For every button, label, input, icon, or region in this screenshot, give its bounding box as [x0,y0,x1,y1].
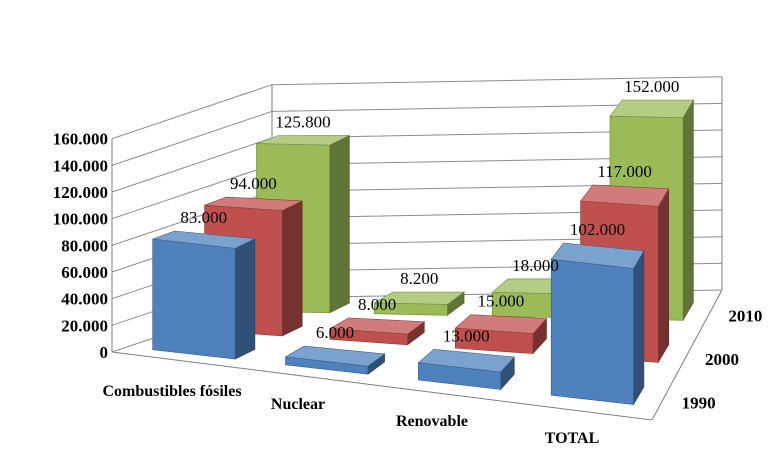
bar-side [682,98,694,322]
bar-top [454,314,548,334]
data-label: 8.000 [358,295,396,314]
bar-side [657,187,670,364]
y-tick-label: 80.000 [61,236,108,255]
data-label: 6.000 [316,323,354,342]
y-tick-label: 140.000 [53,156,108,175]
bar-top [373,291,466,305]
data-label: 94.000 [230,174,277,193]
y-tick-label: 0 [100,343,109,362]
series-depth-label: 2000 [705,350,739,369]
bar-side [633,249,645,406]
data-label: 15.000 [478,292,525,311]
bar-side [234,238,256,360]
data-label: 152.000 [624,77,679,96]
y-tick-label: 120.000 [53,183,108,202]
bar [152,238,236,360]
bar-side [281,200,303,337]
bar-top [284,345,386,367]
data-label: 117.000 [597,162,652,181]
data-label: 8.200 [400,269,438,288]
y-tick-label: 100.000 [53,210,108,229]
bar-top [328,317,426,335]
bar-top [417,348,515,373]
category-label: Combustibles fósiles [102,383,241,400]
data-label: 102.000 [570,220,625,239]
bar-top [204,196,303,211]
floor-edge [111,289,723,421]
series-depth-label: 2010 [728,307,762,326]
category-label: Nuclear [271,396,325,413]
data-label: 18.000 [512,256,559,275]
data-label: 83.000 [180,208,227,227]
y-tick-label: 60.000 [61,263,108,282]
y-tick-label: 40.000 [61,290,108,309]
bar-side [329,134,350,314]
category-label: Renovable [396,413,468,430]
category-label: TOTAL [545,430,600,447]
bar [550,258,634,405]
data-label: 125.800 [275,112,330,131]
series-depth-label: 1990 [682,393,716,412]
bar-top [580,184,670,207]
bar-top [152,230,256,249]
gridline [111,76,723,140]
data-label: 13.000 [443,326,490,345]
bar-top [550,242,645,269]
bar-top [256,135,350,146]
bar-top [609,99,694,119]
y-tick-label: 160.000 [53,130,108,149]
y-tick-label: 20.000 [61,316,108,335]
